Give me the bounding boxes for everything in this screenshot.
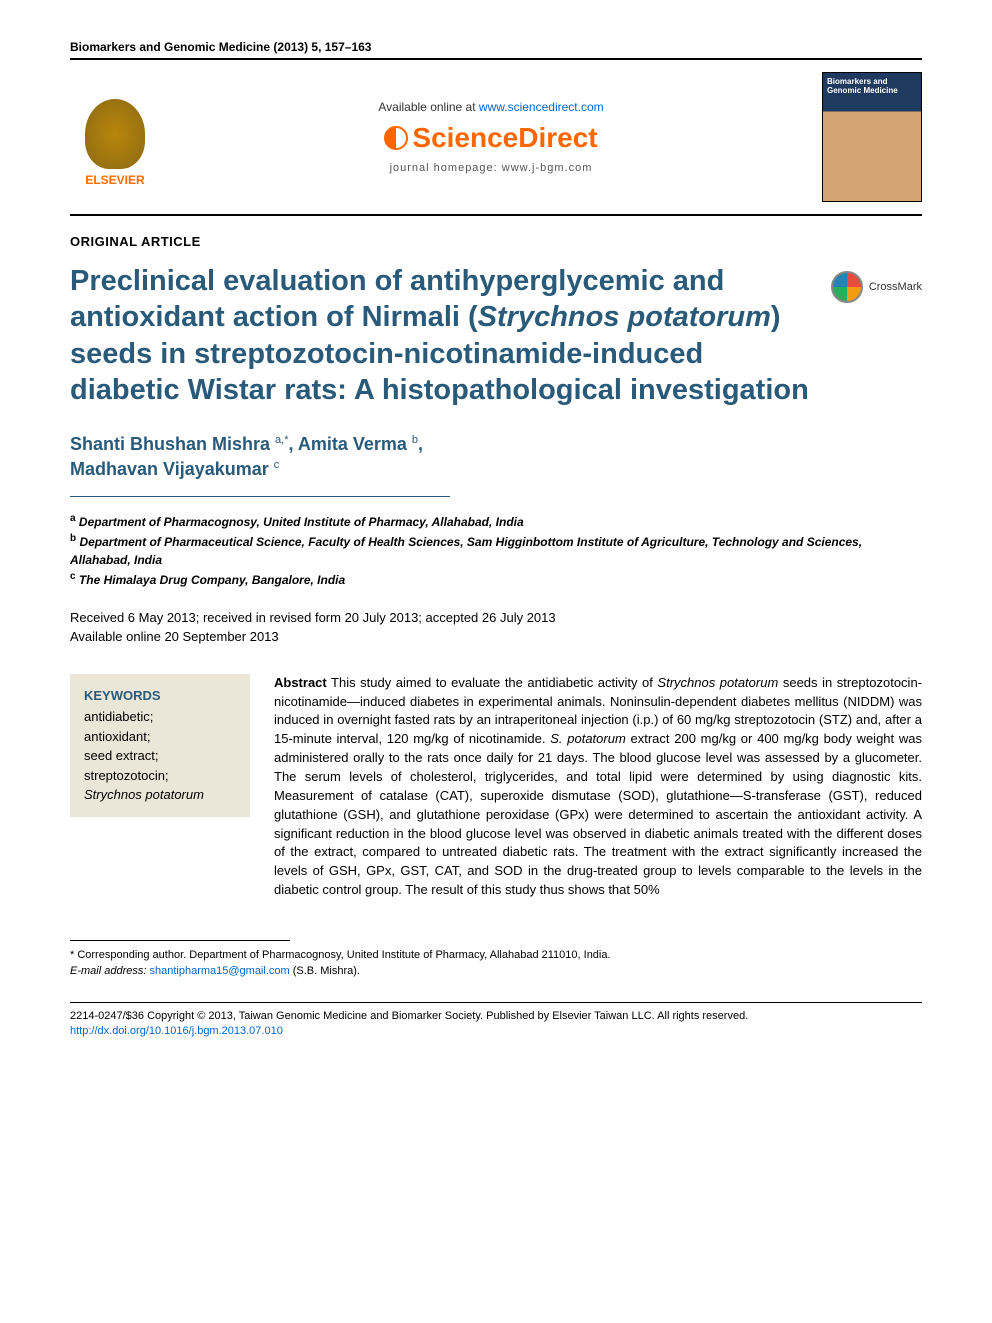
author-rule: [70, 496, 450, 497]
email-link[interactable]: shantipharma15@gmail.com: [149, 965, 289, 977]
aff-b-text: Department of Pharmaceutical Science, Fa…: [70, 535, 862, 567]
title-p2: Strychnos potatorum: [478, 301, 771, 333]
email-suffix: (S.B. Mishra).: [290, 965, 360, 977]
dates-online: Available online 20 September 2013: [70, 628, 922, 646]
top-rule: [70, 58, 922, 60]
elsevier-text: ELSEVIER: [85, 173, 144, 187]
copyright-text: 2214-0247/$36 Copyright © 2013, Taiwan G…: [70, 1009, 922, 1024]
abstract-t2: Strychnos potatorum: [657, 675, 778, 690]
authors: Shanti Bhushan Mishra a,*, Amita Verma b…: [70, 432, 922, 482]
aff-a-text: Department of Pharmacognosy, United Inst…: [79, 515, 524, 529]
cover-title: Biomarkers and Genomic Medicine: [827, 77, 917, 95]
abstract-t5: extract 200 mg/kg or 400 mg/kg body weig…: [274, 731, 922, 897]
journal-cover-thumb[interactable]: Biomarkers and Genomic Medicine: [822, 72, 922, 202]
sciencedirect-link[interactable]: www.sciencedirect.com: [479, 100, 604, 114]
author-1: Shanti Bhushan Mishra: [70, 434, 275, 454]
copyright: 2214-0247/$36 Copyright © 2013, Taiwan G…: [70, 1009, 922, 1040]
bottom-rule: [70, 1002, 922, 1003]
abstract-t4: S. potatorum: [550, 731, 626, 746]
keywords-title: KEYWORDS: [84, 686, 236, 706]
corresponding-author: * Corresponding author. Department of Ph…: [70, 947, 922, 964]
abstract-label: Abstract: [274, 675, 327, 690]
dates-received: Received 6 May 2013; received in revised…: [70, 609, 922, 627]
aff-c-text: The Himalaya Drug Company, Bangalore, In…: [79, 573, 345, 587]
sd-name: ScienceDirect: [412, 122, 597, 154]
journal-homepage: journal homepage: www.j-bgm.com: [160, 162, 822, 174]
affiliation-b: b Department of Pharmaceutical Science, …: [70, 531, 922, 569]
article-title: Preclinical evaluation of antihyperglyce…: [70, 263, 811, 408]
author-1-sup: a,*: [275, 434, 288, 446]
sciencedirect-logo[interactable]: ScienceDirect: [160, 122, 822, 154]
elsevier-tree-icon: [85, 99, 145, 169]
abstract: Abstract This study aimed to evaluate th…: [274, 674, 922, 900]
author-sep1: ,: [289, 434, 298, 454]
keyword-5: Strychnos potatorum: [84, 785, 236, 805]
header-area: ELSEVIER Available online at www.science…: [70, 72, 922, 202]
crossmark-icon: [831, 271, 863, 303]
author-sep2: ,: [418, 434, 423, 454]
abstract-t1: This study aimed to evaluate the antidia…: [327, 675, 658, 690]
footnote-rule: [70, 940, 290, 941]
keyword-1: antidiabetic;: [84, 707, 236, 727]
doi-link[interactable]: http://dx.doi.org/10.1016/j.bgm.2013.07.…: [70, 1025, 283, 1037]
journal-reference: Biomarkers and Genomic Medicine (2013) 5…: [70, 40, 922, 54]
author-3-sup: c: [274, 459, 280, 471]
keyword-2: antioxidant;: [84, 727, 236, 747]
keyword-3: seed extract;: [84, 746, 236, 766]
author-3: Madhavan Vijayakumar: [70, 459, 274, 479]
sd-halfcircle-icon: [384, 126, 408, 150]
available-prefix: Available online at: [378, 100, 479, 114]
available-online: Available online at www.sciencedirect.co…: [160, 100, 822, 114]
body-row: KEYWORDS antidiabetic; antioxidant; seed…: [70, 674, 922, 900]
footnotes: * Corresponding author. Department of Ph…: [70, 947, 922, 980]
crossmark-label: CrossMark: [869, 281, 922, 293]
email-label: E-mail address:: [70, 965, 146, 977]
crossmark-badge[interactable]: CrossMark: [831, 271, 922, 303]
author-2: Amita Verma: [298, 434, 412, 454]
article-dates: Received 6 May 2013; received in revised…: [70, 609, 922, 645]
header-center: Available online at www.sciencedirect.co…: [160, 100, 822, 174]
article-type: ORIGINAL ARTICLE: [70, 234, 922, 249]
mid-rule: [70, 214, 922, 216]
affiliation-c: c The Himalaya Drug Company, Bangalore, …: [70, 569, 922, 589]
affiliations: a Department of Pharmacognosy, United In…: [70, 511, 922, 589]
affiliation-a: a Department of Pharmacognosy, United In…: [70, 511, 922, 531]
keyword-4: streptozotocin;: [84, 766, 236, 786]
elsevier-logo[interactable]: ELSEVIER: [70, 87, 160, 187]
keywords-box: KEYWORDS antidiabetic; antioxidant; seed…: [70, 674, 250, 817]
email-line: E-mail address: shantipharma15@gmail.com…: [70, 963, 922, 980]
title-row: Preclinical evaluation of antihyperglyce…: [70, 263, 922, 432]
